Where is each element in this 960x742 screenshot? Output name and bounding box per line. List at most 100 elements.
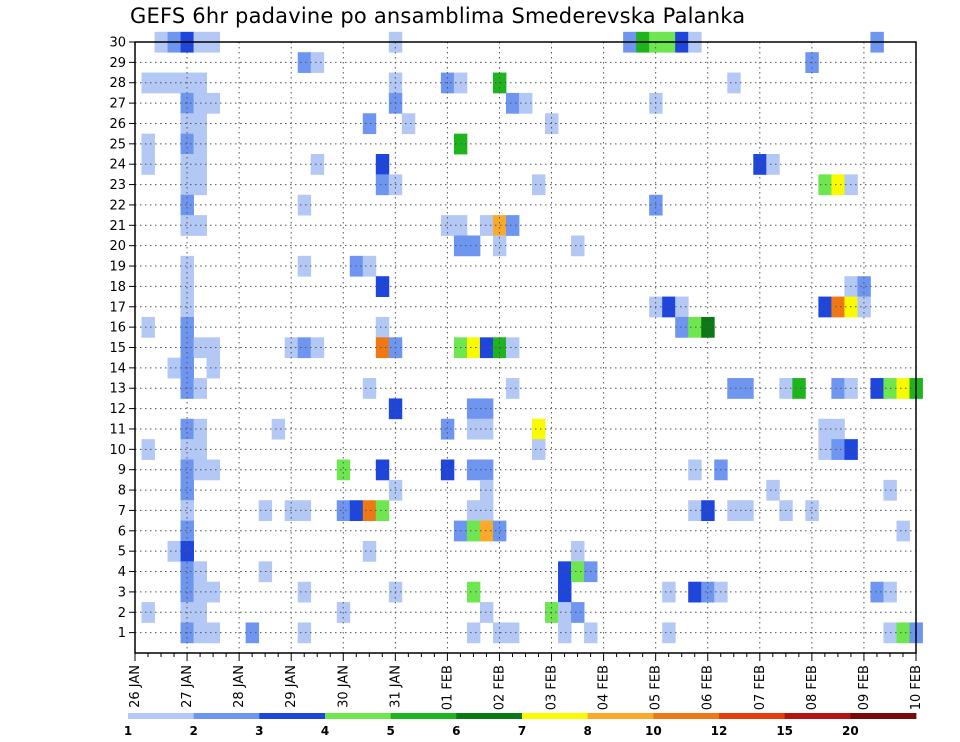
colorbar-segment [522,713,589,719]
colorbar-label: 1 [124,724,132,738]
heatmap-cell [297,581,312,603]
heatmap-cell [375,459,390,481]
heatmap-cell [571,561,585,583]
y-tick-label: 4 [118,565,126,580]
heatmap-cell [180,500,194,522]
heatmap-cell [558,581,572,603]
heatmap-cell [532,174,546,196]
x-tick-label: 08 FEB [805,665,820,710]
heatmap-cell [688,459,702,481]
heatmap-cell [440,459,455,481]
heatmap-cell [440,215,455,236]
heatmap-cell [831,439,845,460]
heatmap-cell [896,622,910,644]
colorbar-segment [325,713,392,719]
heatmap-cell [180,540,194,562]
colorbar-label: 8 [583,724,591,738]
heatmap-cell [297,194,312,216]
x-tick-label: 31 JAN [388,665,403,708]
heatmap-cell [479,500,494,522]
heatmap-cell [180,154,194,175]
heatmap-cell [141,316,155,338]
colorbar-segment [653,713,720,719]
heatmap-cell [479,520,494,542]
heatmap-cell [662,581,676,603]
colorbar-segment [587,713,654,719]
heatmap-cell [701,500,715,522]
y-tick-label: 30 [109,36,126,51]
heatmap-cell [558,622,572,644]
y-tick-label: 20 [109,239,126,254]
heatmap-cell [505,92,520,114]
heatmap-cell [831,174,845,196]
heatmap-cell [180,479,194,501]
y-axis: 1234567891011121314151617181920212223242… [109,36,135,641]
heatmap-cell [466,500,481,522]
colorbar-label: 5 [386,724,394,738]
heatmap-cell [766,154,780,175]
heatmap-cell [831,296,845,318]
heatmap-cell [466,398,481,420]
heatmap-cell [857,296,871,318]
colorbar-segment [719,713,786,719]
y-tick-label: 26 [109,117,126,132]
heatmap-cell [180,296,194,318]
y-tick-label: 8 [118,484,126,499]
heatmap-cell [375,337,390,359]
heatmap-cell [271,418,286,440]
colorbar-segment [193,713,260,719]
heatmap-cell [180,133,194,155]
y-tick-label: 6 [118,524,126,539]
y-tick-label: 21 [109,219,126,234]
heatmap-cell [505,215,520,236]
heatmap-cell [727,72,741,94]
heatmap-cell [375,500,390,522]
heatmap-cell [532,439,546,460]
heatmap-cell [662,296,676,318]
heatmap-cell [688,500,702,522]
heatmap-cell [505,622,520,644]
heatmap-cell [180,255,194,277]
heatmap-cell [362,378,377,399]
heatmap-cell [362,113,377,135]
colorbar-label: 4 [321,724,329,738]
heatmap-cell [740,378,754,399]
y-tick-label: 10 [109,443,126,458]
heatmap-cell [310,154,325,175]
colorbar-label: 12 [711,724,728,738]
heatmap-cell [766,479,780,501]
colorbar-label: 20 [842,724,859,738]
heatmap-cell [805,500,819,522]
cells-layer [141,31,923,644]
heatmap-cell [479,479,494,501]
heatmap-cell [206,581,221,603]
x-tick-label: 02 FEB [492,665,507,710]
heatmap-cell [558,602,572,623]
heatmap-cell [466,337,481,359]
heatmap-cell [206,622,221,644]
colorbar-label: 6 [452,724,460,738]
y-tick-label: 25 [109,137,126,152]
heatmap-cell [180,113,194,135]
y-tick-label: 24 [109,158,126,173]
colorbar-segment [850,713,917,719]
y-tick-label: 17 [109,300,126,315]
heatmap-cell [857,276,871,297]
heatmap-cell [479,398,494,420]
heatmap-cell [297,52,312,73]
colorbar-label: 7 [518,724,526,738]
heatmap-cell [479,602,494,623]
heatmap-cell [180,418,194,440]
heatmap-cell [297,337,312,359]
x-tick-label: 10 FEB [909,665,924,710]
heatmap-cell [206,459,221,481]
y-tick-label: 5 [118,545,126,560]
heatmap-cell [180,276,194,297]
y-tick-label: 13 [109,382,126,397]
heatmap-cell [492,520,507,542]
heatmap-cell [870,378,884,399]
heatmap-cell [167,72,181,94]
heatmap-cell [180,215,194,236]
heatmap-cell [740,500,754,522]
grid-layer [134,41,917,653]
